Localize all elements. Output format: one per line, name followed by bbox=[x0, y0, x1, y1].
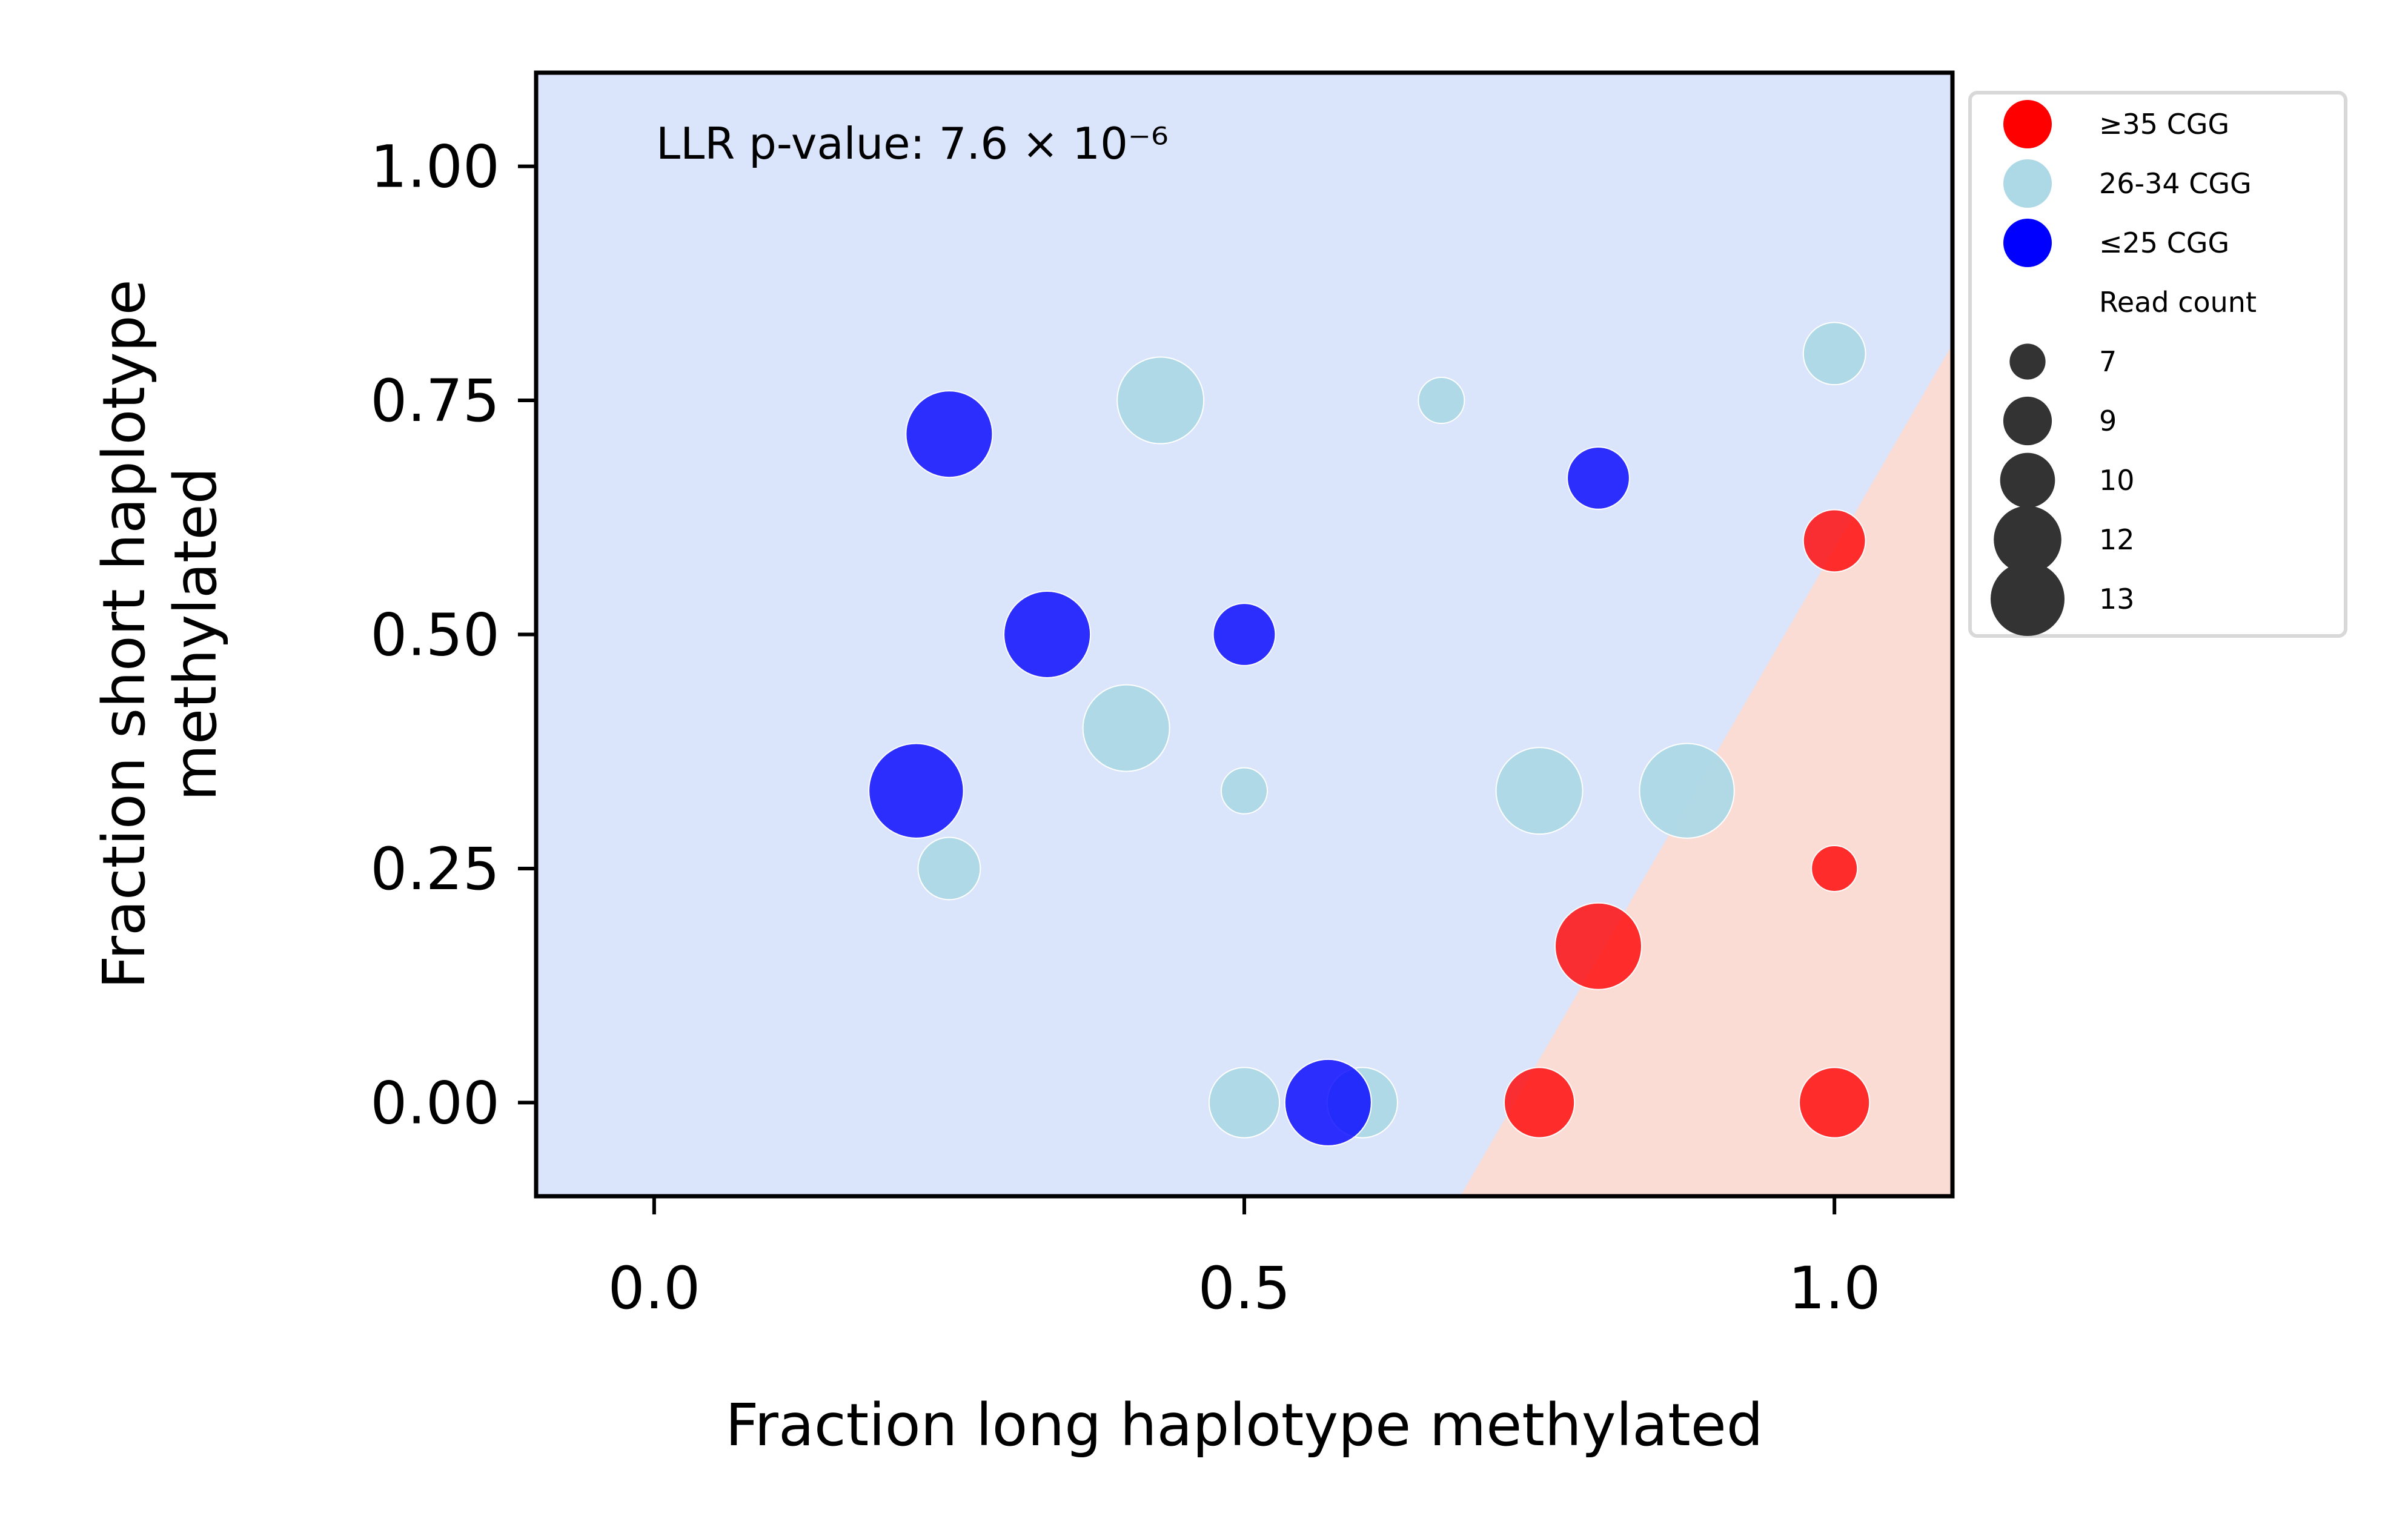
data-point bbox=[1802, 322, 1866, 386]
legend: ≥35 CGG 26-34 CGG ≤25 CGG Read count 7 9 10 12 1… bbox=[1968, 91, 2347, 638]
data-point bbox=[1567, 446, 1630, 510]
x-axis-ticks: 0.0 0.5 1.0 bbox=[608, 1196, 1881, 1322]
legend-label: 26-34 CGG bbox=[2099, 167, 2252, 200]
legend-label: ≤25 CGG bbox=[2099, 227, 2229, 259]
y-axis-label-line-1: Fraction short haplotype bbox=[90, 279, 158, 988]
data-point bbox=[1212, 603, 1276, 666]
legend-size-label: 13 bbox=[2099, 583, 2135, 615]
data-point bbox=[1811, 844, 1859, 892]
data-point bbox=[1284, 1058, 1372, 1147]
data-point bbox=[1495, 747, 1584, 835]
data-point bbox=[1221, 767, 1268, 815]
legend-size-marker bbox=[2009, 343, 2046, 380]
y-tick-label: 1.00 bbox=[370, 133, 500, 201]
y-axis-ticks: 0.00 0.25 0.50 0.75 1.00 bbox=[370, 133, 536, 1137]
legend-marker bbox=[2003, 219, 2052, 267]
legend-size-marker bbox=[2003, 396, 2052, 446]
data-point bbox=[1503, 1067, 1576, 1139]
legend-marker bbox=[2003, 100, 2052, 148]
legend-size-label: 12 bbox=[2099, 523, 2135, 556]
data-point bbox=[905, 390, 993, 478]
y-tick-label: 0.25 bbox=[370, 835, 500, 903]
data-point bbox=[1208, 1067, 1281, 1139]
data-point bbox=[917, 836, 981, 901]
data-point bbox=[1116, 356, 1205, 445]
y-tick-label: 0.50 bbox=[370, 601, 500, 669]
data-points bbox=[868, 322, 1871, 1147]
legend-size-label: 10 bbox=[2099, 464, 2135, 497]
y-tick-label: 0.00 bbox=[370, 1069, 500, 1137]
legend-size-title: Read count bbox=[2099, 286, 2257, 319]
x-tick-label: 1.0 bbox=[1788, 1254, 1881, 1322]
data-point bbox=[1799, 1067, 1871, 1139]
plot-annotation: LLR p-value: 7.6 × 10⁻⁶ bbox=[656, 118, 1169, 169]
x-axis-label: Fraction long haplotype methylated bbox=[725, 1391, 1763, 1459]
x-tick-label: 0.0 bbox=[608, 1254, 700, 1322]
y-tick-label: 0.75 bbox=[370, 367, 500, 435]
legend-size-marker bbox=[1991, 562, 2065, 636]
data-point bbox=[1418, 377, 1465, 425]
data-point bbox=[1802, 509, 1866, 573]
legend-size-marker bbox=[2000, 452, 2055, 508]
legend-size-marker bbox=[1994, 506, 2061, 574]
legend-label: ≥35 CGG bbox=[2099, 108, 2229, 141]
legend-size-label: 7 bbox=[2099, 345, 2117, 378]
data-point bbox=[1082, 684, 1170, 772]
data-point bbox=[1554, 902, 1642, 990]
background-region-salmon bbox=[1460, 344, 1952, 1196]
data-point bbox=[868, 743, 964, 839]
legend-frame bbox=[1968, 91, 2347, 638]
y-axis-label-line-2: methylated bbox=[162, 467, 230, 801]
legend-size-label: 9 bbox=[2099, 405, 2117, 437]
data-point bbox=[1639, 743, 1735, 839]
x-tick-label: 0.5 bbox=[1198, 1254, 1291, 1322]
legend-marker bbox=[2003, 159, 2052, 208]
data-point bbox=[1003, 591, 1092, 678]
